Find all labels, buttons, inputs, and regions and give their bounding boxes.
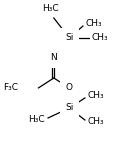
Text: Si: Si: [65, 103, 73, 112]
Text: CH₃: CH₃: [87, 92, 104, 101]
Text: CH₃: CH₃: [85, 19, 102, 29]
Text: CH₃: CH₃: [91, 34, 107, 42]
Text: Si: Si: [65, 34, 73, 42]
Text: N: N: [50, 53, 57, 63]
Text: H₃C: H₃C: [41, 4, 58, 13]
Text: O: O: [65, 84, 72, 93]
Text: F₃C: F₃C: [3, 84, 18, 93]
Text: H₃C: H₃C: [28, 114, 45, 124]
Text: CH₃: CH₃: [87, 117, 104, 125]
